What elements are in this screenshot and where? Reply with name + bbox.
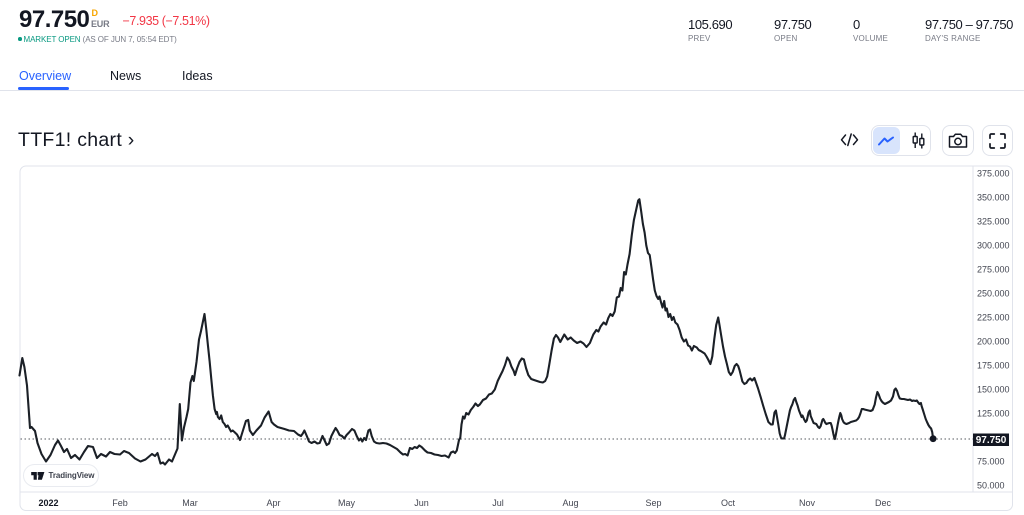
svg-text:150.000: 150.000 xyxy=(977,385,1010,395)
svg-text:50.000: 50.000 xyxy=(977,481,1005,491)
svg-text:Feb: Feb xyxy=(112,498,128,508)
svg-text:125.000: 125.000 xyxy=(977,409,1010,419)
svg-text:Apr: Apr xyxy=(266,498,280,508)
svg-text:200.000: 200.000 xyxy=(977,337,1010,347)
svg-text:275.000: 275.000 xyxy=(977,265,1010,275)
svg-text:Jul: Jul xyxy=(492,498,504,508)
svg-text:300.000: 300.000 xyxy=(977,241,1010,251)
svg-text:75.000: 75.000 xyxy=(977,457,1005,467)
svg-text:Aug: Aug xyxy=(562,498,578,508)
svg-text:May: May xyxy=(338,498,356,508)
svg-text:325.000: 325.000 xyxy=(977,217,1010,227)
svg-text:Jun: Jun xyxy=(414,498,429,508)
svg-text:Oct: Oct xyxy=(721,498,736,508)
svg-text:375.000: 375.000 xyxy=(977,169,1010,179)
svg-text:Mar: Mar xyxy=(182,498,198,508)
svg-text:250.000: 250.000 xyxy=(977,289,1010,299)
svg-text:97.750: 97.750 xyxy=(976,435,1007,446)
svg-text:350.000: 350.000 xyxy=(977,193,1010,203)
svg-text:225.000: 225.000 xyxy=(977,313,1010,323)
svg-text:175.000: 175.000 xyxy=(977,361,1010,371)
svg-text:Nov: Nov xyxy=(799,498,816,508)
svg-text:Dec: Dec xyxy=(875,498,892,508)
svg-text:Sep: Sep xyxy=(645,498,661,508)
svg-text:2022: 2022 xyxy=(38,498,58,508)
